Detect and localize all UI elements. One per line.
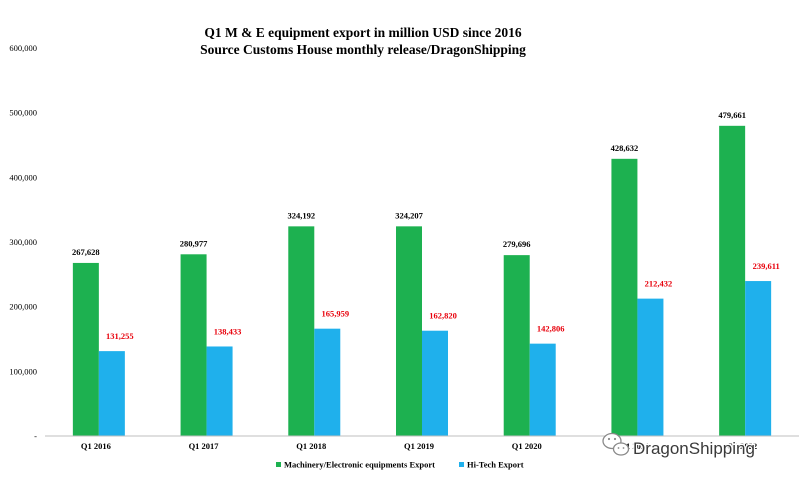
bar-machinery — [503, 255, 530, 436]
watermark: DragonShipping — [602, 432, 756, 459]
y-tick-label: 300,000 — [9, 237, 37, 247]
data-label-hitech: 138,433 — [214, 326, 242, 336]
x-tick-label: Q1 2022 — [727, 441, 757, 451]
bar-machinery — [72, 262, 99, 436]
legend-label-machinery: Machinery/Electronic equipments Export — [284, 460, 435, 470]
data-label-hitech: 131,255 — [106, 331, 134, 341]
bar-hitech — [98, 351, 125, 436]
x-tick-label: Q1 2019 — [404, 441, 434, 451]
legend-swatch-hitech — [459, 462, 464, 467]
legend-swatch-machinery — [276, 462, 281, 467]
bar-hitech — [422, 330, 448, 436]
y-tick-label: 100,000 — [9, 366, 37, 376]
chart-title: Q1 M & E equipment export in million USD… — [204, 25, 522, 40]
data-label-machinery: 324,207 — [395, 210, 423, 220]
x-tick-label: Q1 2021 — [619, 441, 649, 451]
data-label-machinery: 428,632 — [611, 143, 639, 153]
x-tick-label: Q1 2016 — [81, 441, 111, 451]
bar-machinery — [611, 158, 638, 436]
bar-hitech — [206, 346, 233, 436]
legend-label-hitech: Hi-Tech Export — [467, 460, 524, 470]
bar-hitech — [529, 343, 556, 436]
bar-hitech — [637, 298, 664, 436]
x-axis: Q1 2016 Q1 2017 Q1 2018 Q1 2019 Q1 2020 Q1 20… — [81, 441, 757, 451]
data-label-hitech: 162,820 — [429, 311, 457, 321]
data-label-machinery: 280,977 — [180, 238, 208, 248]
data-label-machinery: 479,661 — [718, 110, 746, 120]
bar-machinery — [180, 254, 207, 436]
x-tick-label: Q1 2018 — [296, 441, 326, 451]
bar-hitech — [314, 328, 341, 436]
watermark-text: DragonShipping — [633, 439, 755, 458]
x-tick-label: Q1 2017 — [189, 441, 220, 451]
data-label-machinery: 267,628 — [72, 247, 100, 257]
data-label-hitech: 212,432 — [645, 279, 673, 289]
data-label-machinery: 324,192 — [287, 210, 315, 220]
y-tick-label: - — [34, 431, 37, 441]
data-label-hitech: 165,959 — [321, 309, 349, 319]
y-tick-label: 600,000 — [9, 43, 37, 53]
y-axis: - 100,000 200,000 300,000 400,000 500,000 600,… — [9, 43, 37, 441]
y-tick-label: 200,000 — [9, 302, 37, 312]
data-label-machinery: 279,696 — [503, 239, 531, 249]
y-tick-label: 500,000 — [9, 108, 37, 118]
data-labels: 267,628 131,255 280,977 138,433 324,192 165,9… — [72, 110, 780, 341]
x-tick-label: Q1 2020 — [512, 441, 542, 451]
bar-machinery — [396, 226, 422, 436]
bar-machinery — [719, 125, 746, 437]
bars — [72, 125, 772, 437]
y-tick-label: 400,000 — [9, 172, 37, 182]
data-label-hitech: 142,806 — [537, 324, 565, 334]
chart-subtitle: Source Customs House monthly release/Dra… — [200, 42, 526, 57]
bar-machinery — [288, 226, 315, 436]
legend: Machinery/Electronic equipments Export H… — [276, 460, 524, 470]
wechat-icon — [602, 432, 630, 456]
bar-hitech — [745, 281, 772, 436]
data-label-hitech: 239,611 — [753, 261, 780, 271]
